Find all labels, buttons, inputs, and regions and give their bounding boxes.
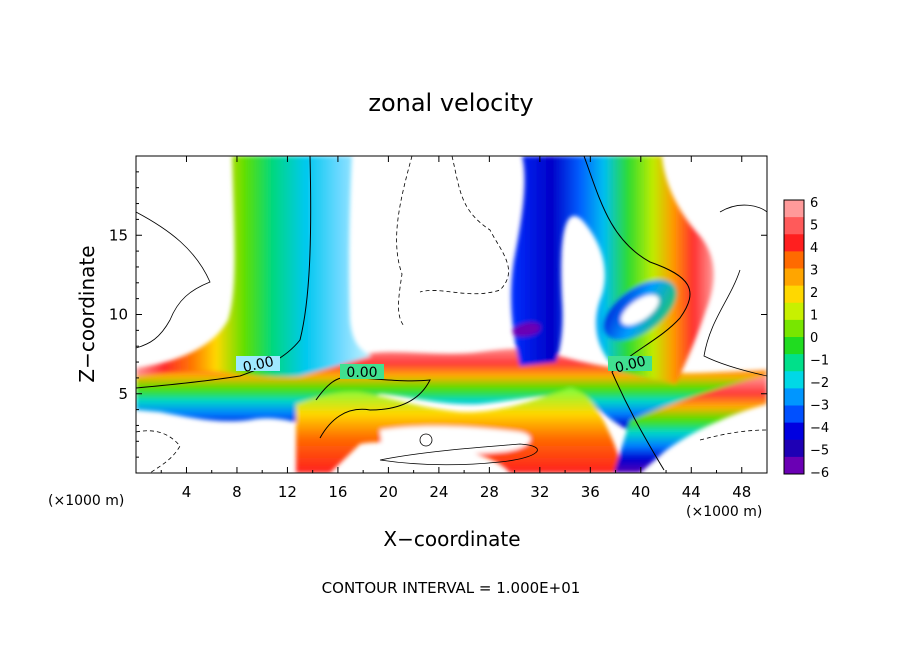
colorbar-tick-label: −1 <box>810 354 829 369</box>
y-tick-label: 15 <box>109 226 128 244</box>
x-tick-label: 28 <box>480 483 499 501</box>
contour-label: 0.00 <box>242 354 276 376</box>
x-tick-label: 16 <box>328 483 347 501</box>
colorbar-tick-label: 4 <box>810 241 818 256</box>
colorbar-tick-label: 0 <box>810 331 818 346</box>
x-tick-label: 40 <box>631 483 650 501</box>
colorbar-swatch <box>784 268 804 287</box>
contour-label-bg <box>340 364 384 379</box>
y-axis-title: Z−coordinate <box>75 245 99 382</box>
colorbar-swatch <box>784 456 804 475</box>
x-tick-label: 4 <box>182 483 192 501</box>
y-axis: 5 10 15 <box>109 171 767 458</box>
contour-zero-right <box>583 156 691 471</box>
colorbar-swatch <box>784 217 804 235</box>
colorbar-tick-label: 1 <box>810 309 818 324</box>
contour-dashed-lower-right <box>699 429 767 441</box>
white-pocket <box>380 426 531 454</box>
x-tick-label: 8 <box>232 483 242 501</box>
contour-label: 0.00 <box>346 365 377 381</box>
x-axis-title: X−coordinate <box>383 527 520 551</box>
colorbar-swatch <box>784 285 804 304</box>
contour-interval-note: CONTOUR INTERVAL = 1.000E+01 <box>322 579 581 597</box>
colorbar-tick-label: −2 <box>810 376 829 391</box>
x-tick-label: 24 <box>429 483 448 501</box>
x-tick-label: 12 <box>278 483 297 501</box>
y-tick-label: 5 <box>118 385 128 403</box>
x-unit-label-left: (×1000 m) <box>48 493 124 509</box>
colorbar-swatch <box>784 354 804 372</box>
contour-lines <box>136 156 767 473</box>
colorbar-tick-label: −5 <box>810 444 829 459</box>
y-tick-label: 10 <box>109 306 128 324</box>
contour-label-group: 0.00 0.00 0.00 <box>236 353 652 381</box>
colorbar-tick-label: 2 <box>810 286 818 301</box>
colorbar-swatch <box>784 302 804 321</box>
contour-thin-right <box>703 204 767 377</box>
colorbar-tick-label: 3 <box>810 264 818 279</box>
colorbar-tick-label: −4 <box>810 421 829 436</box>
colorbar-tick-label: −3 <box>810 399 829 414</box>
colorbar-swatch <box>784 319 804 338</box>
x-tick-label: 48 <box>732 483 751 501</box>
right-low-jet <box>614 376 767 473</box>
x-tick-label: 44 <box>682 483 701 501</box>
x-unit-label-right: (×1000 m) <box>686 504 762 520</box>
contour-small-circle <box>419 433 433 447</box>
colorbar-frame <box>783 199 805 475</box>
colorbar: 6 5 4 3 2 1 0 −1 −2 −3 −4 −5 −6 <box>783 196 829 481</box>
contour-label-bg <box>608 356 652 371</box>
colorbar-swatch <box>784 422 804 441</box>
x-tick-label: 32 <box>530 483 549 501</box>
contour-dashed-lower-left <box>136 430 181 473</box>
contour-thin-bottom <box>379 443 538 466</box>
heatmap-field: 0.00 0.00 0.00 <box>136 156 767 473</box>
purple-patch <box>512 322 541 337</box>
contour-label-bg <box>236 356 280 371</box>
contour-zero-left <box>136 156 312 389</box>
contour-label: 0.00 <box>613 353 647 376</box>
x-tick-label: 36 <box>581 483 600 501</box>
colorbar-swatch <box>784 234 804 252</box>
colorbar-swatch <box>784 337 804 355</box>
chart-title: zonal velocity <box>368 89 533 117</box>
right-plume <box>511 156 714 384</box>
x-tick-label: 20 <box>379 483 398 501</box>
x-axis: 4 8 12 16 20 24 28 32 36 40 44 48 <box>160 156 751 501</box>
contour-dashed-upper <box>396 156 509 327</box>
colorbar-swatch <box>784 388 804 406</box>
colorbar-swatch <box>784 251 804 269</box>
colorbar-tick-label: 5 <box>810 219 818 234</box>
colorbar-swatch <box>784 371 804 389</box>
colorbar-swatch <box>784 405 804 424</box>
colorbar-tick-label: −6 <box>810 466 829 481</box>
contour-thin-left <box>136 211 211 349</box>
left-plume <box>136 156 372 377</box>
vortex-core <box>621 294 659 326</box>
colorbar-tick-label: 6 <box>810 196 818 211</box>
colorbar-swatch <box>784 200 804 218</box>
colorbar-swatch <box>784 439 804 458</box>
